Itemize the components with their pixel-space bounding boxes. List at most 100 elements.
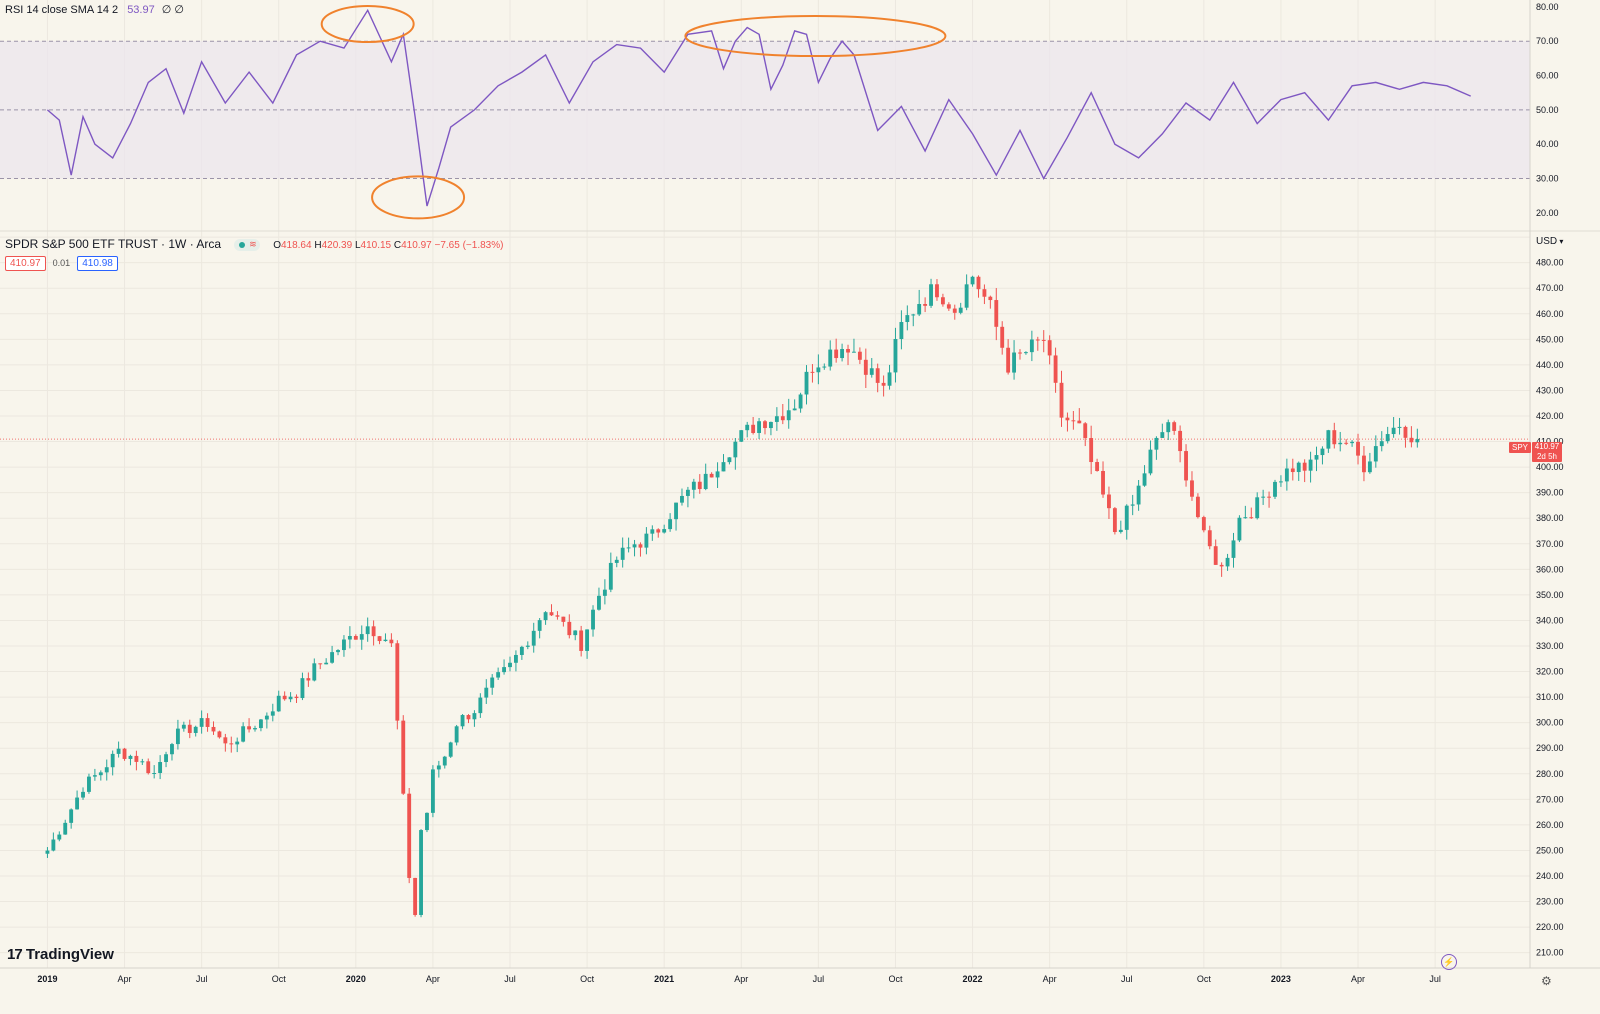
candle-body xyxy=(116,748,121,754)
price-tick-label: 440.00 xyxy=(1536,360,1564,370)
candle-body xyxy=(1029,339,1034,353)
rsi-tick-label: 50.00 xyxy=(1536,105,1559,115)
candle-body xyxy=(857,351,862,360)
candle-body xyxy=(1047,340,1052,356)
candle-body xyxy=(87,776,91,792)
candle-body xyxy=(187,724,192,733)
tradingview-logo[interactable]: 17 TradingView xyxy=(7,946,114,963)
candle-body xyxy=(804,371,809,395)
candle-body xyxy=(757,421,761,434)
rsi-tick-label: 60.00 xyxy=(1536,71,1559,81)
candle-body xyxy=(140,761,145,763)
candle-body xyxy=(306,678,311,681)
candle-body xyxy=(365,626,370,635)
candle-body xyxy=(1089,438,1094,463)
candle-body xyxy=(502,667,506,673)
spread-value: 0.01 xyxy=(52,258,71,268)
candle-body xyxy=(988,296,993,301)
ohlc-c-label: C xyxy=(393,240,402,251)
candle-body xyxy=(300,678,305,699)
candle-body xyxy=(1154,437,1159,450)
time-tick-label: Apr xyxy=(426,974,440,984)
candle-body xyxy=(940,297,945,305)
gear-icon[interactable]: ⚙ xyxy=(1541,974,1552,988)
candle-body xyxy=(602,589,607,596)
price-tick-label: 360.00 xyxy=(1536,564,1564,574)
rsi-pane[interactable] xyxy=(0,8,1530,207)
axis-layer: 80.00 70.00 60.00 50.00 40.00 30.00 20.00 480.0… xyxy=(0,0,1600,984)
price-tick-label: 280.00 xyxy=(1536,769,1564,779)
candle-body xyxy=(235,741,240,745)
candle-body xyxy=(1320,448,1325,456)
price-tick-label: 430.00 xyxy=(1536,385,1564,395)
price-tick-label: 290.00 xyxy=(1536,743,1564,753)
candle-body xyxy=(923,304,928,306)
candle-body xyxy=(57,834,62,840)
symbol-legend[interactable]: SPDR S&P 500 ETF TRUST · 1W · Arca ≋ O41… xyxy=(5,237,503,252)
candle-body xyxy=(869,368,874,375)
price-tick-label: 220.00 xyxy=(1536,922,1564,932)
price-tick-label: 470.00 xyxy=(1536,283,1564,293)
ask-button[interactable]: 410.98 xyxy=(77,256,118,271)
candle-body xyxy=(958,307,963,313)
rsi-legend-extra: ∅ ∅ xyxy=(161,4,185,16)
price-tick-label: 330.00 xyxy=(1536,641,1564,651)
candle-body xyxy=(786,410,791,421)
bid-button[interactable]: 410.97 xyxy=(5,256,46,271)
candle-body xyxy=(92,775,97,777)
candle-body xyxy=(359,634,364,640)
candle-body xyxy=(1385,434,1390,442)
candle-body xyxy=(514,654,518,663)
price-pane[interactable] xyxy=(0,274,1530,918)
candle-body xyxy=(407,793,412,878)
candle-body xyxy=(193,726,198,733)
rsi-series-line xyxy=(46,8,1471,207)
candle-body xyxy=(1118,529,1123,533)
rsi-tick-label: 20.00 xyxy=(1536,208,1559,218)
currency-selector[interactable]: USD ▾ xyxy=(1536,236,1563,247)
candle-body xyxy=(430,769,435,813)
candle-body xyxy=(798,394,803,409)
candle-body xyxy=(1148,449,1153,474)
rsi-legend[interactable]: RSI 14 close SMA 14 2 53.97 ∅ ∅ xyxy=(5,3,184,16)
candle-body xyxy=(347,635,352,640)
candle-body xyxy=(591,609,595,630)
candle-body xyxy=(1012,352,1016,373)
candle-body xyxy=(288,696,293,700)
candle-body xyxy=(253,728,257,730)
candle-body xyxy=(312,663,317,681)
candle-body xyxy=(181,724,186,729)
candle-body xyxy=(1249,517,1254,519)
candle-body xyxy=(1367,461,1372,473)
time-tick-label: Oct xyxy=(1197,974,1212,984)
candle-body xyxy=(935,284,939,298)
candle-body xyxy=(1350,441,1355,444)
candle-body xyxy=(1314,455,1319,460)
candle-body xyxy=(739,430,744,442)
candle-body xyxy=(1373,446,1378,462)
price-tick-label: 230.00 xyxy=(1536,897,1564,907)
candle-body xyxy=(1391,427,1396,435)
candle-body xyxy=(549,612,554,616)
visibility-icon[interactable]: ≋ xyxy=(234,239,261,252)
candle-body xyxy=(733,441,738,458)
time-tick-label: 2022 xyxy=(963,974,983,984)
price-tick-label: 420.00 xyxy=(1536,411,1564,421)
time-tick-label: Jul xyxy=(1121,974,1133,984)
candle-body xyxy=(1302,462,1307,471)
candle-body xyxy=(1201,517,1206,531)
candle-body xyxy=(751,424,756,434)
candle-body xyxy=(401,720,406,794)
rsi-legend-value: 53.97 xyxy=(127,4,155,16)
candle-body xyxy=(1041,339,1046,341)
candle-body xyxy=(952,308,957,313)
candle-body xyxy=(229,743,234,745)
candle-body xyxy=(1231,540,1236,558)
price-tag-value: 410.97 xyxy=(1534,442,1560,451)
lightning-icon[interactable]: ⚡ xyxy=(1441,954,1457,970)
candle-body xyxy=(1024,352,1028,354)
candle-body xyxy=(389,639,394,644)
candle-body xyxy=(543,612,548,621)
price-tag-time: 2d 5h xyxy=(1536,452,1558,461)
